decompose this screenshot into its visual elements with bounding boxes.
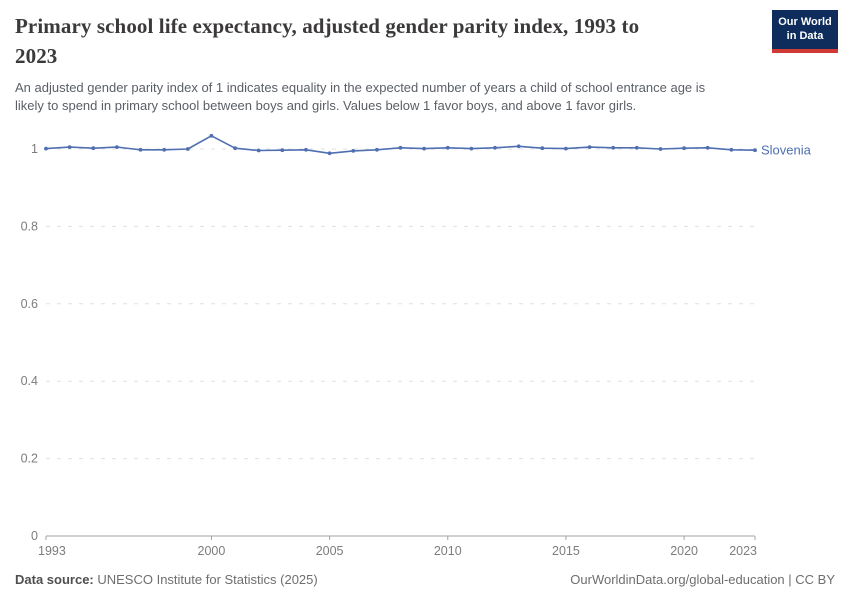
page-title: Primary school life expectancy, adjusted…: [15, 12, 760, 72]
x-tick-label: 2020: [670, 544, 698, 558]
x-tick-label: 2010: [434, 544, 462, 558]
owid-logo-line1: Our World: [778, 16, 832, 29]
data-point-2013[interactable]: [516, 143, 521, 148]
chart-subtitle-line1: An adjusted gender parity index of 1 ind…: [15, 79, 706, 95]
data-point-2018[interactable]: [634, 145, 639, 150]
y-tick-label: 0.8: [21, 219, 38, 233]
x-tick-label: 2015: [552, 544, 580, 558]
x-tick-label: 2023: [729, 544, 757, 558]
data-point-2023[interactable]: [753, 147, 757, 152]
x-tick-label: 2005: [316, 544, 344, 558]
y-tick-label: 0.2: [21, 451, 38, 465]
data-point-2017[interactable]: [611, 145, 616, 150]
data-point-2004[interactable]: [304, 147, 308, 152]
x-tick-label: 2000: [198, 544, 226, 558]
data-point-2001[interactable]: [233, 145, 238, 150]
chart-subtitle: An adjusted gender parity index of 1 ind…: [0, 72, 830, 116]
data-point-1993[interactable]: [44, 146, 48, 151]
data-point-2014[interactable]: [540, 145, 545, 150]
data-point-2002[interactable]: [256, 148, 261, 152]
y-tick-label: 0.4: [21, 374, 38, 388]
data-point-1996[interactable]: [115, 144, 119, 149]
data-point-1995[interactable]: [91, 145, 96, 150]
data-point-1994[interactable]: [67, 144, 72, 149]
data-source-label: Data source:: [15, 572, 94, 587]
data-point-2011[interactable]: [469, 146, 474, 151]
data-point-2008[interactable]: [398, 145, 403, 150]
y-tick-label: 0.6: [21, 296, 38, 310]
chart-subtitle-line2: likely to spend in primary school betwee…: [15, 98, 637, 114]
data-point-2010[interactable]: [445, 145, 450, 150]
y-tick-label: 0: [31, 529, 38, 543]
owid-logo: Our World in Data: [772, 10, 838, 53]
owid-logo-line2: in Data: [786, 29, 824, 42]
chart-area: 0 0.2 0.4 0.6 0.8 1 1993 2000 2005 2010 2015 2020 20…: [0, 118, 850, 568]
data-point-2012[interactable]: [493, 145, 497, 150]
data-point-2022[interactable]: [729, 147, 734, 152]
data-point-2005[interactable]: [327, 150, 332, 155]
y-tick-label: 1: [31, 142, 38, 156]
data-point-1999[interactable]: [185, 146, 190, 151]
data-point-2009[interactable]: [422, 146, 426, 151]
entity-label[interactable]: Slovenia: [761, 142, 812, 157]
data-source: Data source: UNESCO Institute for Statis…: [15, 572, 318, 587]
line-chart[interactable]: 0 0.2 0.4 0.6 0.8 1 1993 2000 2005 2010 2015 2020 20…: [0, 118, 850, 568]
data-point-2016[interactable]: [587, 144, 592, 149]
data-point-2006[interactable]: [351, 148, 356, 153]
data-source-text: UNESCO Institute for Statistics (2025): [93, 572, 318, 587]
footer: Data source: UNESCO Institute for Statis…: [15, 572, 835, 587]
data-point-2021[interactable]: [705, 145, 710, 150]
data-line: [45, 134, 756, 154]
header: Primary school life expectancy, adjusted…: [0, 0, 850, 72]
data-point-2007[interactable]: [375, 147, 379, 152]
data-point-2020[interactable]: [682, 145, 686, 150]
data-point-2003[interactable]: [280, 147, 285, 152]
data-point-2015[interactable]: [564, 146, 568, 151]
page-title-line1: Primary school life expectancy, adjusted…: [15, 14, 640, 38]
x-tick-label: 1993: [38, 544, 66, 558]
attribution: OurWorldinData.org/global-education | CC…: [570, 572, 835, 587]
data-point-1998[interactable]: [162, 147, 167, 152]
data-point-1997[interactable]: [138, 147, 143, 152]
page-title-line2: 2023: [15, 43, 58, 68]
data-point-2000[interactable]: [209, 133, 214, 138]
data-point-2019[interactable]: [658, 146, 663, 151]
